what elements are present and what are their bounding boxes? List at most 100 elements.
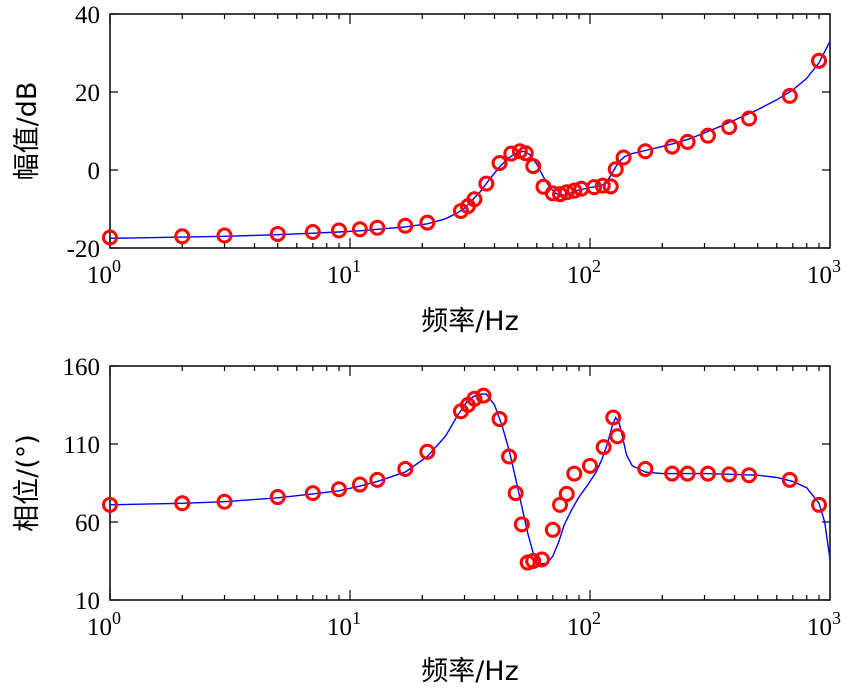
phase-data-point bbox=[331, 481, 348, 498]
x-tick-label-exponent: 2 bbox=[592, 256, 601, 276]
phase-data-point bbox=[664, 465, 681, 482]
x-tick-label-exponent: 1 bbox=[352, 256, 361, 276]
phase-data-point bbox=[369, 471, 386, 488]
magnitude-data-point bbox=[331, 222, 348, 239]
phase-data-point bbox=[558, 485, 575, 502]
x-tick-label-exponent: 1 bbox=[352, 608, 361, 628]
x-tick-label-base: 10 bbox=[327, 614, 352, 641]
x-tick-label-base: 10 bbox=[807, 262, 832, 289]
magnitude-data-point bbox=[566, 182, 583, 199]
phase-data-point bbox=[466, 390, 483, 407]
magnitude-data-point bbox=[607, 161, 624, 178]
magnitude-data-point bbox=[586, 179, 603, 196]
magnitude-data-point bbox=[781, 87, 798, 104]
x-tick-label: 103 bbox=[807, 256, 841, 289]
magnitude-data-point bbox=[558, 184, 575, 201]
x-tick-label-base: 10 bbox=[87, 614, 112, 641]
magnitude-data-point bbox=[419, 214, 436, 231]
x-tick-label: 100 bbox=[87, 608, 121, 641]
y-tick-label: 60 bbox=[75, 510, 100, 537]
y-tick-label: 0 bbox=[88, 158, 101, 185]
phase-data-point bbox=[102, 496, 118, 513]
magnitude-data-point bbox=[269, 225, 286, 242]
magnitude-data-point bbox=[478, 175, 495, 192]
x-tick-label-exponent: 0 bbox=[112, 608, 121, 628]
phase-series bbox=[102, 387, 831, 571]
x-tick-label-exponent: 3 bbox=[832, 608, 841, 628]
phase-data-point bbox=[501, 448, 518, 465]
phase-data-point bbox=[605, 409, 622, 426]
magnitude-data-point bbox=[679, 133, 696, 150]
magnitude-data-point bbox=[216, 227, 233, 244]
phase-data-point bbox=[699, 465, 716, 482]
phase-data-point bbox=[216, 493, 233, 510]
phase-plot-frame bbox=[109, 365, 831, 601]
magnitude-plot-frame bbox=[109, 13, 831, 249]
x-tick-label: 101 bbox=[327, 608, 361, 641]
x-tick-label-base: 10 bbox=[567, 262, 592, 289]
phase-data-point bbox=[475, 387, 492, 404]
phase-data-point bbox=[741, 467, 758, 484]
phase-data-point bbox=[419, 443, 436, 460]
phase-data-point bbox=[351, 476, 368, 493]
phase-data-point bbox=[513, 516, 530, 533]
magnitude-data-point bbox=[102, 229, 118, 246]
phase-data-point bbox=[781, 471, 798, 488]
phase-data-point bbox=[269, 489, 286, 506]
x-tick-label: 100 bbox=[87, 256, 121, 289]
x-tick-label-exponent: 3 bbox=[832, 256, 841, 276]
magnitude-data-point bbox=[811, 52, 828, 69]
magnitude-data-point bbox=[466, 191, 483, 208]
x-tick-label-base: 10 bbox=[807, 614, 832, 641]
phase-x-axis-title: 频率/Hz bbox=[421, 656, 519, 687]
x-tick-label: 102 bbox=[567, 608, 601, 641]
magnitude-x-ticks: 100 101 102 103 bbox=[87, 14, 841, 289]
phase-y-axis-title: 相位/(°) bbox=[12, 434, 43, 532]
x-tick-label: 102 bbox=[567, 256, 601, 289]
phase-data-point bbox=[491, 411, 508, 428]
magnitude-data-point bbox=[615, 149, 632, 166]
magnitude-data-point bbox=[369, 219, 386, 236]
phase-data-point bbox=[637, 460, 654, 477]
phase-data-point bbox=[566, 465, 583, 482]
x-tick-label-exponent: 0 bbox=[112, 256, 121, 276]
magnitude-data-point bbox=[637, 143, 654, 160]
phase-fit-line bbox=[109, 393, 831, 565]
x-tick-label: 103 bbox=[807, 608, 841, 641]
phase-data-point bbox=[609, 428, 626, 445]
phase-data-point bbox=[721, 466, 738, 483]
magnitude-data-point bbox=[491, 154, 508, 171]
phase-data-point bbox=[552, 496, 569, 513]
magnitude-data-point bbox=[552, 186, 569, 203]
magnitude-data-point bbox=[721, 119, 738, 136]
magnitude-fit-line bbox=[109, 40, 831, 239]
phase-data-point bbox=[507, 485, 524, 502]
y-tick-label: 110 bbox=[63, 432, 100, 459]
phase-data-point bbox=[525, 553, 542, 569]
phase-data-point bbox=[595, 439, 612, 456]
x-tick-label-exponent: 2 bbox=[592, 608, 601, 628]
phase-data-point bbox=[304, 485, 321, 502]
phase-data-point bbox=[679, 465, 696, 482]
phase-x-ticks: 100 101 102 103 bbox=[87, 366, 841, 641]
x-tick-label-base: 10 bbox=[327, 262, 352, 289]
y-tick-label: 20 bbox=[75, 80, 100, 107]
magnitude-data-point bbox=[304, 224, 321, 241]
magnitude-y-axis-title: 幅值/dB bbox=[12, 82, 43, 181]
phase-data-point bbox=[544, 521, 561, 538]
magnitude-data-point bbox=[664, 138, 681, 155]
y-tick-label: 10 bbox=[75, 588, 100, 615]
magnitude-data-point bbox=[174, 228, 191, 245]
magnitude-data-point bbox=[602, 178, 619, 195]
magnitude-data-point bbox=[517, 145, 534, 162]
magnitude-data-point bbox=[351, 221, 368, 238]
magnitude-data-point bbox=[594, 177, 611, 194]
y-tick-label: 40 bbox=[75, 2, 100, 29]
y-tick-label: -20 bbox=[67, 236, 100, 263]
phase-data-point bbox=[811, 496, 828, 513]
phase-data-point bbox=[174, 495, 191, 512]
phase-data-point bbox=[533, 551, 550, 568]
x-tick-label: 101 bbox=[327, 256, 361, 289]
